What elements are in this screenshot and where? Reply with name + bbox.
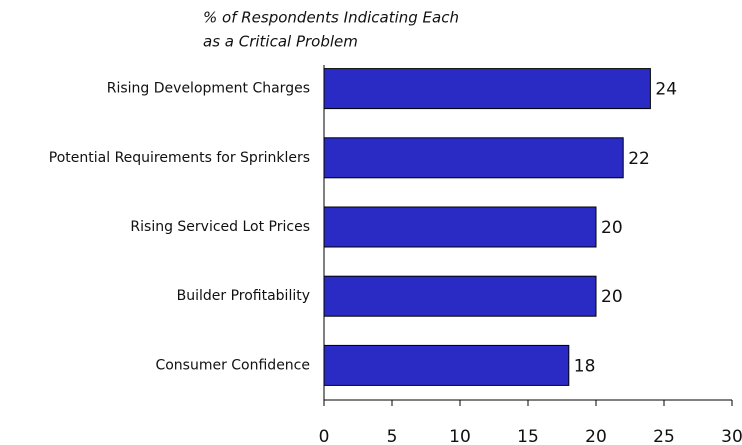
x-tick-label: 0 bbox=[319, 427, 330, 445]
bar bbox=[323, 275, 597, 317]
x-tick-label: 25 bbox=[653, 427, 675, 445]
value-label: 18 bbox=[574, 356, 596, 376]
x-tick-label: 20 bbox=[585, 427, 607, 445]
value-label: 22 bbox=[628, 149, 650, 169]
bar bbox=[323, 137, 624, 179]
y-tick-label: Consumer Confidence bbox=[155, 357, 310, 373]
x-tick-label: 5 bbox=[387, 427, 398, 445]
y-tick-label: Builder Profitability bbox=[177, 288, 310, 304]
x-tick-label: 15 bbox=[517, 427, 539, 445]
bar bbox=[323, 68, 651, 110]
value-label: 24 bbox=[655, 80, 677, 100]
chart-title: as a Critical Problem bbox=[203, 33, 358, 51]
y-tick-label: Rising Development Charges bbox=[107, 81, 310, 97]
x-tick-label: 30 bbox=[721, 427, 742, 445]
y-tick-label: Potential Requirements for Sprinklers bbox=[49, 150, 310, 166]
chart-title: % of Respondents Indicating Each bbox=[203, 9, 459, 27]
bar bbox=[323, 344, 570, 386]
bar bbox=[323, 206, 597, 248]
value-label: 20 bbox=[601, 218, 623, 238]
y-tick-label: Rising Serviced Lot Prices bbox=[130, 219, 310, 235]
x-tick-label: 10 bbox=[449, 427, 471, 445]
value-label: 20 bbox=[601, 287, 623, 307]
